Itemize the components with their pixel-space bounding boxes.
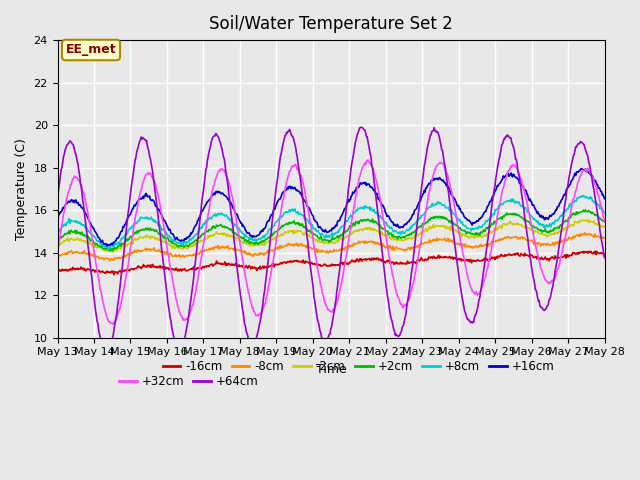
+64cm bbox=[601, 255, 609, 261]
+64cm bbox=[121, 244, 129, 250]
Line: +2cm: +2cm bbox=[58, 210, 605, 251]
+8cm bbox=[601, 210, 609, 216]
Line: -2cm: -2cm bbox=[58, 219, 605, 252]
Line: +8cm: +8cm bbox=[58, 195, 605, 250]
+32cm bbox=[109, 321, 117, 327]
+64cm bbox=[357, 124, 365, 130]
-2cm bbox=[121, 243, 129, 249]
+64cm bbox=[63, 142, 71, 147]
+2cm bbox=[54, 238, 61, 244]
+2cm bbox=[63, 230, 71, 236]
Text: EE_met: EE_met bbox=[66, 44, 116, 57]
-8cm bbox=[414, 244, 422, 250]
+8cm bbox=[54, 231, 61, 237]
+16cm bbox=[577, 166, 585, 171]
+16cm bbox=[176, 238, 184, 243]
+32cm bbox=[415, 251, 423, 256]
+16cm bbox=[103, 243, 111, 249]
-16cm bbox=[54, 268, 61, 274]
+2cm bbox=[601, 219, 609, 225]
+16cm bbox=[205, 197, 212, 203]
+64cm bbox=[415, 207, 423, 213]
-8cm bbox=[581, 230, 589, 236]
-16cm bbox=[591, 248, 599, 254]
+8cm bbox=[63, 220, 71, 226]
-2cm bbox=[109, 249, 117, 255]
+64cm bbox=[104, 349, 111, 355]
Line: -16cm: -16cm bbox=[58, 251, 605, 275]
+16cm bbox=[121, 222, 129, 228]
+32cm bbox=[121, 282, 129, 288]
-2cm bbox=[205, 235, 212, 241]
Y-axis label: Temperature (C): Temperature (C) bbox=[15, 138, 28, 240]
-2cm bbox=[176, 244, 184, 250]
-16cm bbox=[414, 257, 422, 263]
-8cm bbox=[106, 258, 114, 264]
Line: +16cm: +16cm bbox=[58, 168, 605, 246]
-16cm bbox=[110, 272, 118, 277]
Line: +32cm: +32cm bbox=[58, 160, 605, 324]
+64cm bbox=[176, 346, 184, 352]
-8cm bbox=[601, 235, 609, 241]
Legend: +32cm, +64cm: +32cm, +64cm bbox=[115, 370, 264, 393]
-8cm bbox=[176, 254, 184, 260]
+32cm bbox=[205, 208, 212, 214]
+8cm bbox=[414, 217, 422, 223]
-2cm bbox=[63, 235, 71, 241]
+64cm bbox=[54, 194, 61, 200]
-16cm bbox=[205, 264, 212, 269]
+8cm bbox=[579, 192, 587, 198]
-2cm bbox=[601, 224, 609, 230]
+2cm bbox=[176, 243, 184, 249]
+32cm bbox=[601, 219, 609, 225]
+16cm bbox=[63, 200, 71, 205]
-16cm bbox=[601, 252, 609, 257]
-8cm bbox=[63, 252, 71, 257]
+16cm bbox=[398, 224, 406, 230]
+2cm bbox=[106, 248, 113, 254]
+2cm bbox=[205, 227, 212, 232]
-2cm bbox=[414, 233, 422, 239]
Title: Soil/Water Temperature Set 2: Soil/Water Temperature Set 2 bbox=[209, 15, 453, 33]
+8cm bbox=[176, 240, 184, 246]
Line: +64cm: +64cm bbox=[58, 127, 605, 352]
+32cm bbox=[399, 305, 407, 311]
+2cm bbox=[121, 240, 129, 245]
-16cm bbox=[176, 266, 184, 272]
+2cm bbox=[398, 235, 406, 240]
+8cm bbox=[398, 229, 406, 235]
-2cm bbox=[54, 242, 61, 248]
-2cm bbox=[584, 216, 591, 222]
+64cm bbox=[205, 149, 212, 155]
-8cm bbox=[121, 252, 129, 258]
+8cm bbox=[105, 247, 113, 252]
+16cm bbox=[414, 202, 422, 207]
+32cm bbox=[63, 193, 71, 199]
+32cm bbox=[176, 310, 184, 315]
+64cm bbox=[399, 324, 407, 329]
-16cm bbox=[121, 268, 129, 274]
-8cm bbox=[205, 246, 212, 252]
+16cm bbox=[54, 216, 61, 222]
+2cm bbox=[582, 207, 589, 213]
+2cm bbox=[414, 224, 422, 230]
-16cm bbox=[398, 260, 406, 265]
X-axis label: Time: Time bbox=[316, 363, 346, 376]
-2cm bbox=[398, 237, 406, 243]
-8cm bbox=[398, 247, 406, 252]
+8cm bbox=[121, 235, 129, 240]
+8cm bbox=[205, 216, 212, 222]
-8cm bbox=[54, 253, 61, 259]
+16cm bbox=[601, 196, 609, 202]
+32cm bbox=[364, 157, 372, 163]
+32cm bbox=[54, 250, 61, 255]
-16cm bbox=[63, 268, 71, 274]
Line: -8cm: -8cm bbox=[58, 233, 605, 261]
